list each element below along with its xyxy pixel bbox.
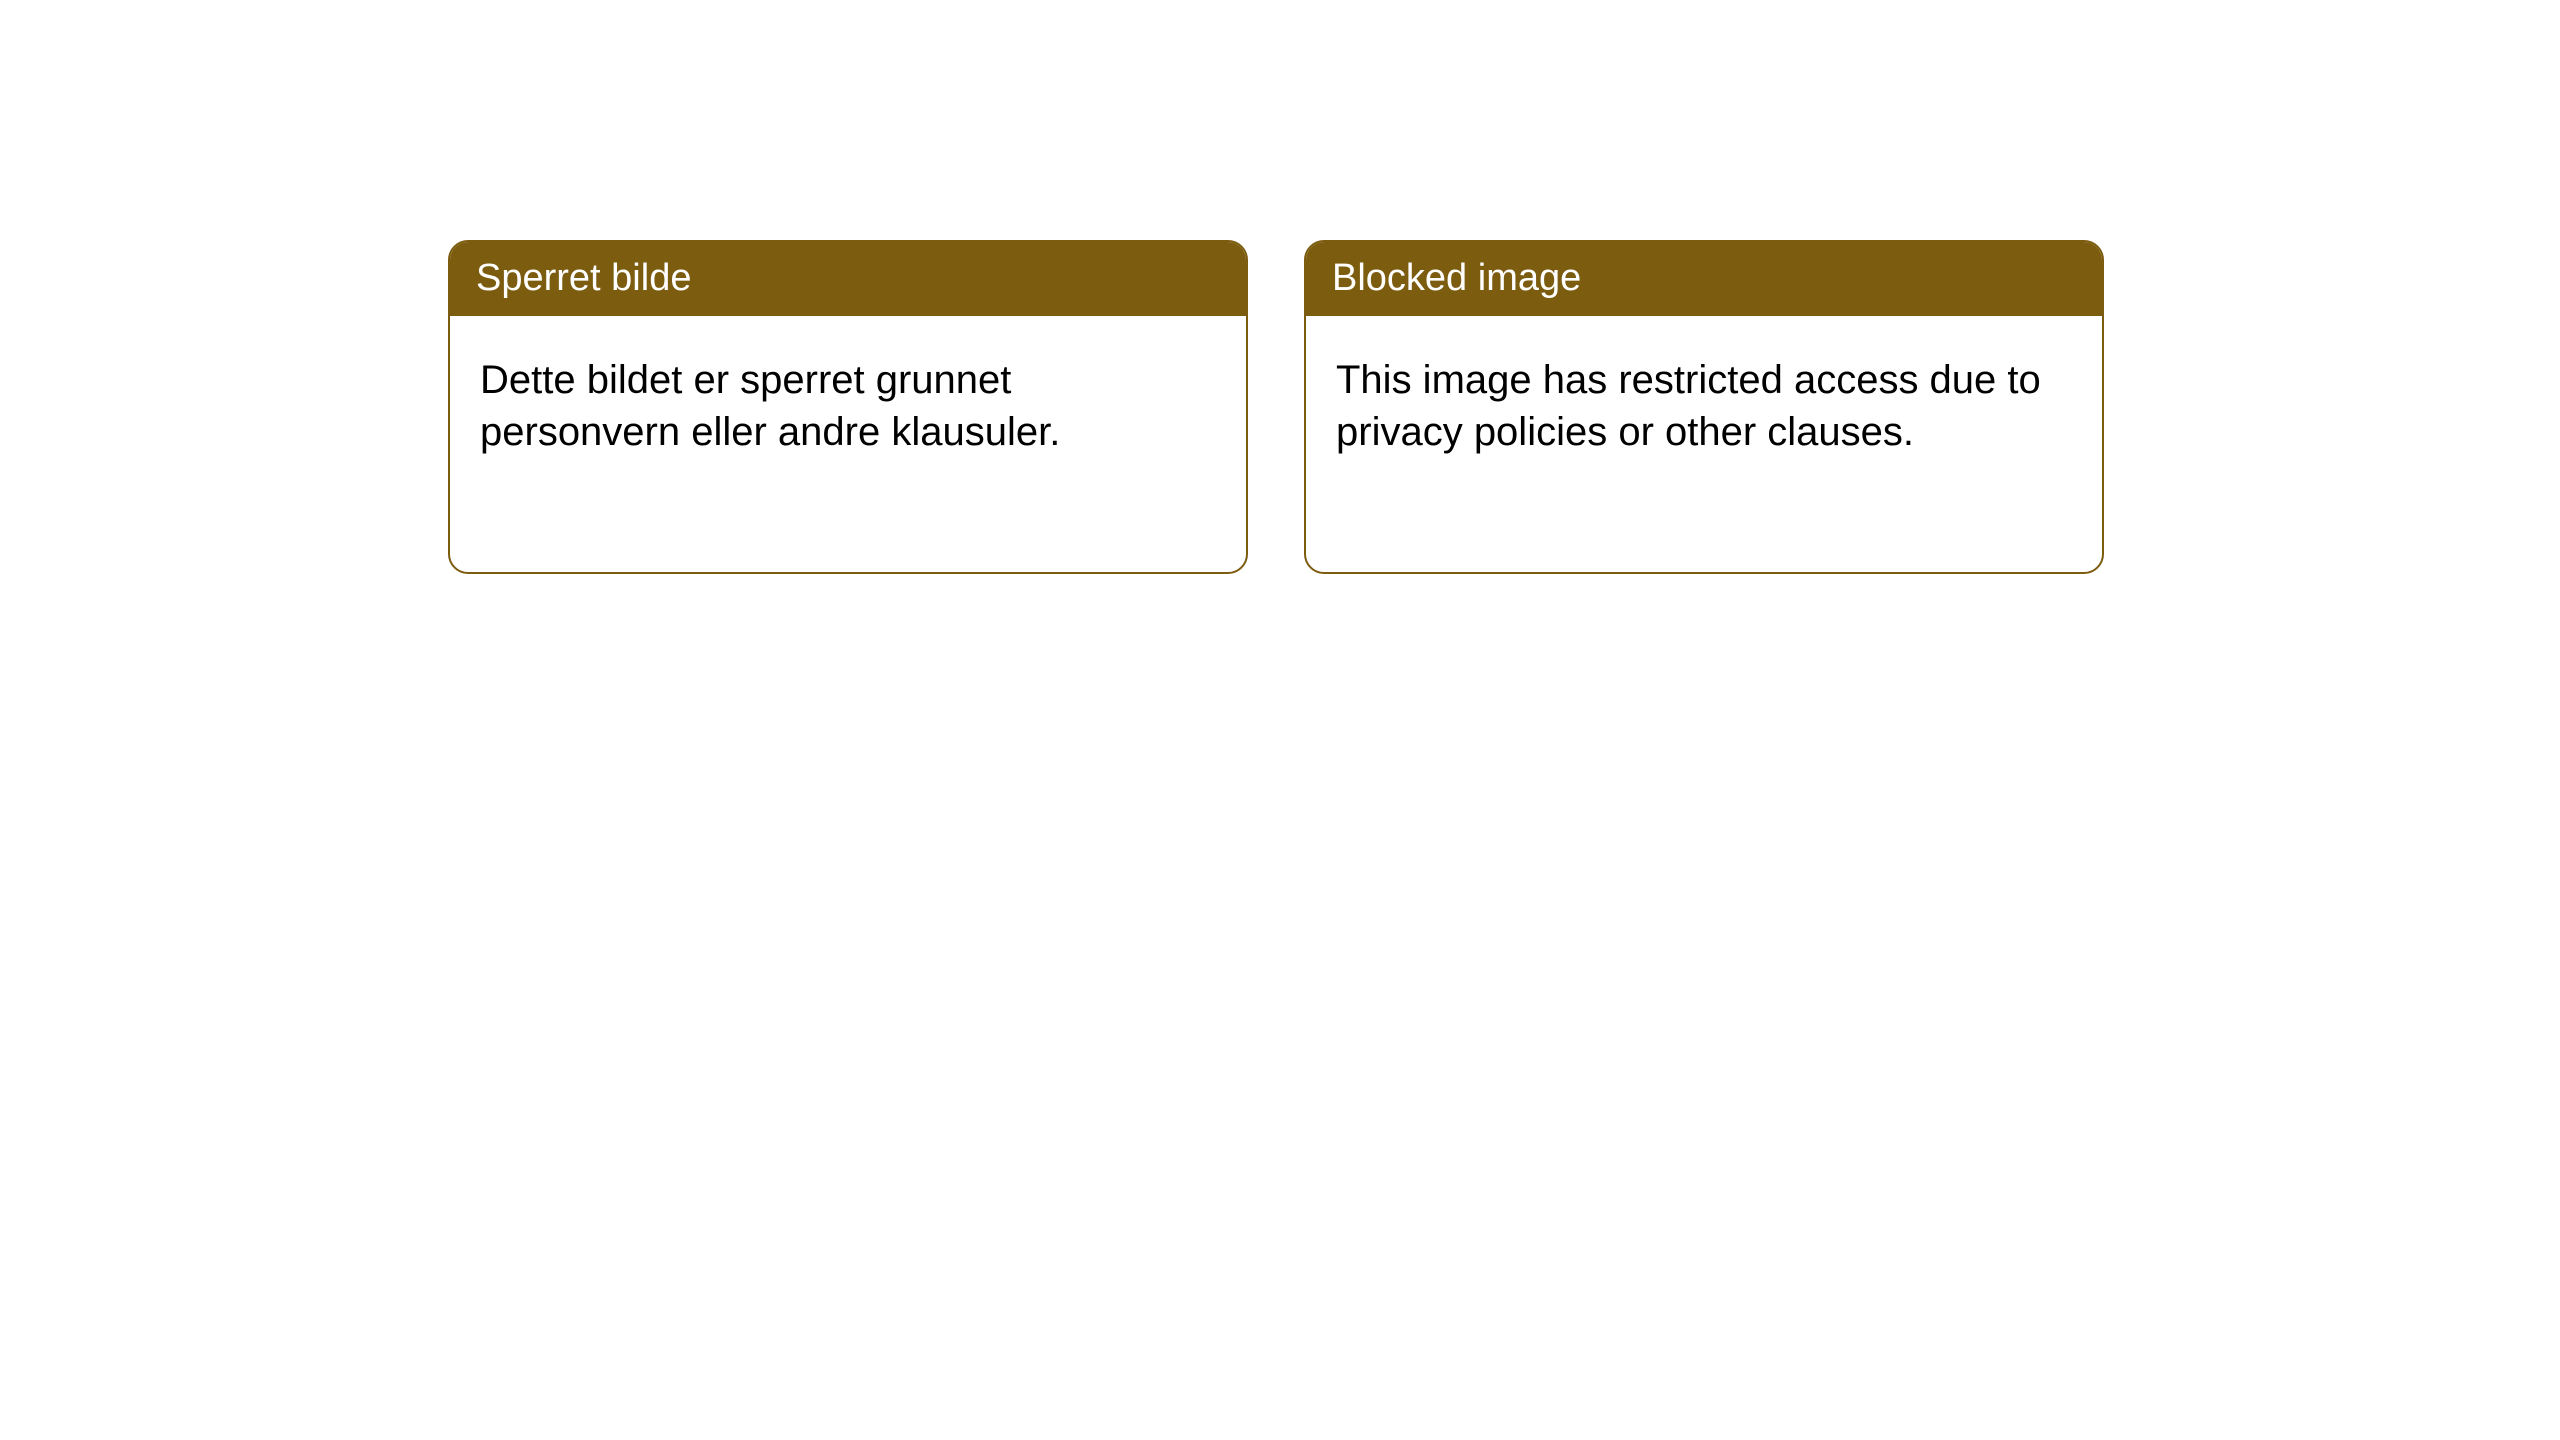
card-title: Sperret bilde <box>476 257 691 299</box>
card-title: Blocked image <box>1332 257 1581 299</box>
card-body-text: This image has restricted access due to … <box>1336 358 2041 454</box>
card-header: Blocked image <box>1306 242 2102 316</box>
card-body: Dette bildet er sperret grunnet personve… <box>450 316 1246 496</box>
card-header: Sperret bilde <box>450 242 1246 316</box>
notice-card-norwegian: Sperret bilde Dette bildet er sperret gr… <box>448 240 1248 574</box>
card-body: This image has restricted access due to … <box>1306 316 2102 496</box>
notice-card-container: Sperret bilde Dette bildet er sperret gr… <box>448 240 2104 574</box>
notice-card-english: Blocked image This image has restricted … <box>1304 240 2104 574</box>
card-body-text: Dette bildet er sperret grunnet personve… <box>480 358 1060 454</box>
